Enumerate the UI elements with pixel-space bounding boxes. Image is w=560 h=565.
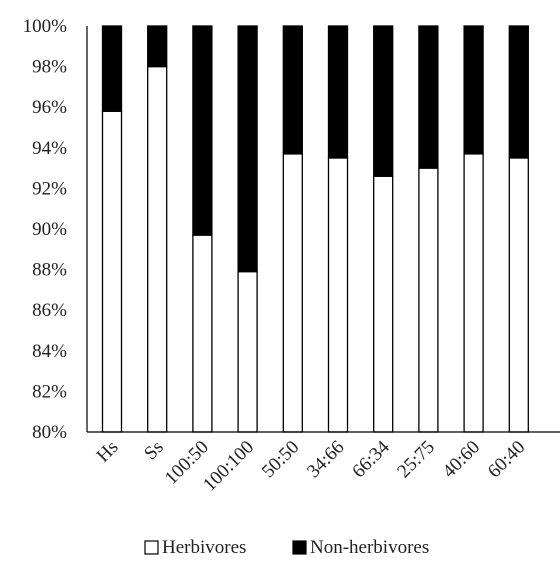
y-tick-label: 98% — [32, 57, 67, 78]
bar-non-herbivores-34-66 — [327, 25, 349, 159]
x-tick-label: 50:50 — [258, 437, 303, 482]
x-tick-label: 40:60 — [439, 437, 484, 482]
x-tick-label: 34:66 — [303, 437, 348, 482]
y-tick-label: 92% — [32, 178, 67, 199]
y-tick-label: 88% — [32, 260, 67, 281]
bar-non-herbivores-25-75 — [418, 25, 439, 169]
legend-label-non-herbivores: Non-herbivores — [310, 537, 429, 558]
y-tick-label: 90% — [32, 219, 67, 240]
bar-non-herbivores-100-50 — [192, 25, 213, 236]
y-axis: 80% 82% 84% 86% 88% 90% 92% 94% 96% 98% 100% — [23, 16, 88, 443]
bar-non-herbivores-100-100 — [237, 25, 258, 273]
bar-herbivores-60-40 — [508, 157, 529, 433]
bar-non-herbivores-40-60 — [463, 25, 484, 155]
y-tick-label: 96% — [32, 97, 67, 118]
bar-non-herbivores-ss — [147, 25, 168, 68]
bar-herbivores-25-75 — [418, 167, 439, 433]
y-tick-label: 86% — [32, 300, 67, 321]
legend: Herbivores Non-herbivores — [144, 537, 429, 558]
y-tick-label: 94% — [32, 138, 67, 159]
bar-herbivores-ss — [147, 65, 168, 433]
bar-herbivores-34-66 — [327, 157, 349, 433]
y-tick-label: 100% — [23, 16, 68, 37]
x-tick-label: 60:40 — [484, 437, 529, 482]
bar-non-herbivores-60-40 — [508, 25, 529, 159]
bar-herbivores-40-60 — [463, 153, 484, 433]
y-tick-label: 82% — [32, 381, 67, 402]
x-tick-label: 66:34 — [348, 436, 394, 482]
bars-layer — [101, 25, 529, 433]
legend-swatch-non-herbivores — [292, 540, 307, 555]
legend-swatch-herbivores — [144, 540, 159, 555]
bar-herbivores-50-50 — [282, 153, 303, 433]
bar-non-herbivores-hs — [101, 25, 123, 112]
bar-herbivores-hs — [101, 110, 123, 433]
x-tick-label: Ss — [140, 437, 168, 465]
x-tick-label: 100:100 — [199, 437, 258, 496]
x-tick-label: 25:75 — [393, 437, 438, 482]
y-tick-label: 80% — [32, 422, 67, 443]
bar-herbivores-100-100 — [237, 270, 258, 433]
bar-herbivores-100-50 — [192, 234, 213, 433]
x-tick-label: Hs — [93, 437, 123, 467]
bar-non-herbivores-50-50 — [282, 25, 303, 155]
bar-herbivores-66-34 — [373, 175, 394, 433]
y-tick-label: 84% — [32, 341, 67, 362]
bar-non-herbivores-66-34 — [373, 25, 394, 177]
legend-label-herbivores: Herbivores — [162, 537, 246, 558]
